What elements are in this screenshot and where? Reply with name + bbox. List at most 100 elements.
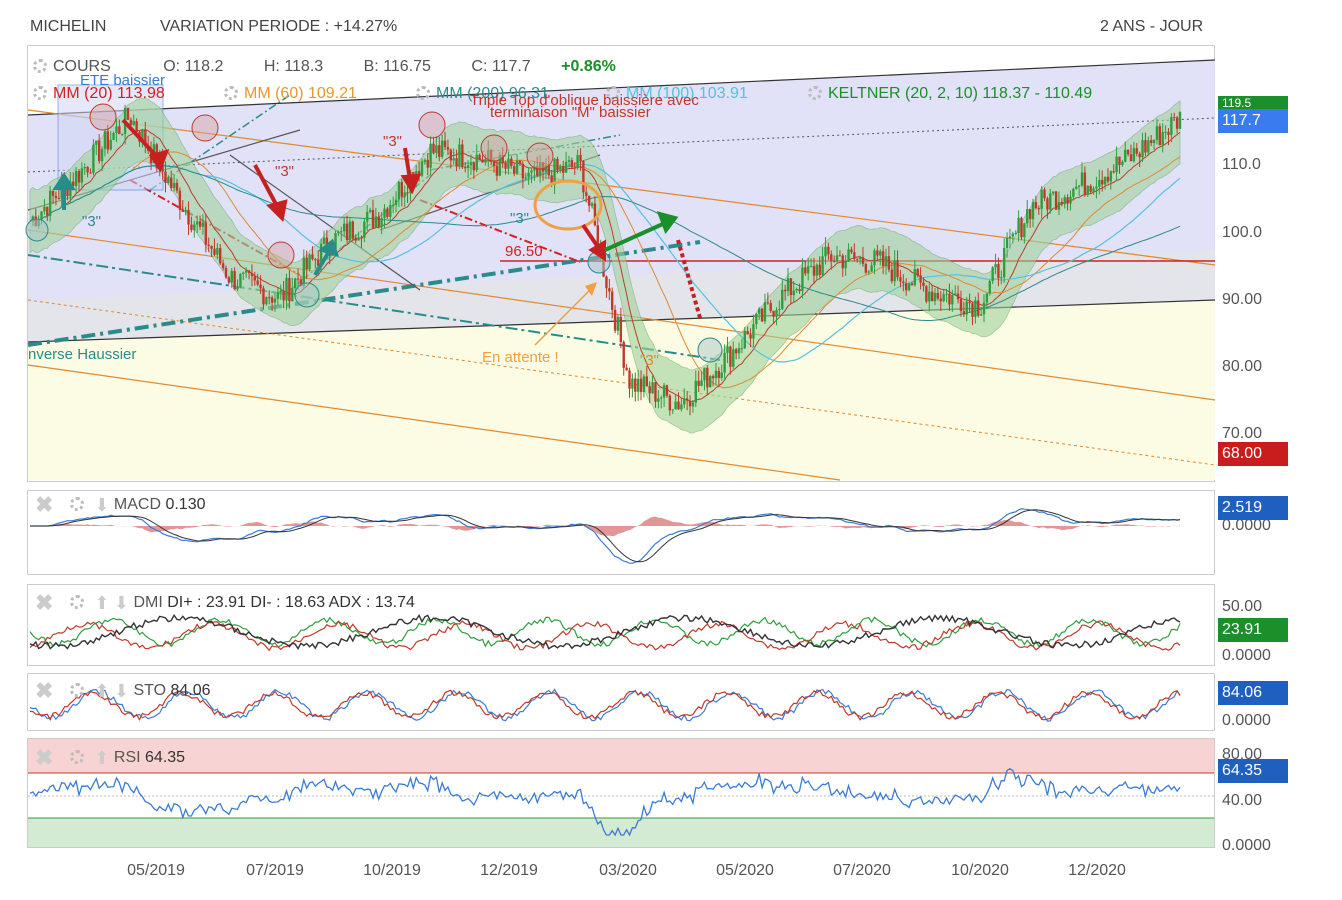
gear-icon[interactable] [69,750,84,764]
candle-body [227,277,231,283]
candle-body [1043,189,1046,199]
candle-body [389,205,392,217]
candle-body [1040,189,1043,209]
candle-body [757,308,761,314]
candle-body [484,159,487,163]
candle-body [478,154,481,160]
candle-body [781,289,784,309]
candle-body [809,266,813,268]
candle-body [135,120,138,132]
arrow-down-icon[interactable]: ⬇ [113,593,129,613]
candle-body [625,367,628,371]
candle-body [317,259,320,266]
gear-icon[interactable] [808,86,822,100]
candle-body [919,275,922,283]
candle-body [660,397,663,399]
candle-body [714,370,718,379]
candle-body [821,256,824,275]
candle-body [219,248,222,264]
gear-icon[interactable] [33,86,47,100]
candle-body [167,177,170,183]
candle-body [786,278,790,292]
candle-body [605,276,608,289]
candle-body [207,244,210,246]
close-icon[interactable]: ✖ [35,590,54,615]
candle-body [922,282,925,287]
arrow-up-icon[interactable]: ⬆ [94,748,110,768]
orange-circle [533,179,603,231]
arrow-up-icon[interactable]: ⬆ [94,593,110,613]
wait-label: En attente ! [482,349,559,366]
candle-body [830,254,833,261]
close-icon[interactable]: ✖ [35,678,54,703]
arrow-down-icon[interactable]: ⬇ [113,681,129,701]
candle-body [769,303,772,311]
candle-body [193,224,196,231]
candle-body [651,382,654,394]
candle-body [1103,176,1107,185]
x-label: 07/2020 [833,862,891,879]
candle-body [564,161,568,173]
gear-icon[interactable] [224,86,238,100]
candle-body [57,198,61,200]
rsi-line [29,768,1181,837]
gear-icon[interactable] [69,683,84,697]
top-circle [89,103,117,131]
candle-body [1020,217,1023,238]
gear-icon[interactable] [69,497,84,511]
header-variation: VARIATION PERIODE : +14.27% [160,18,398,35]
rsi-tick: 0.0000 [1222,837,1271,854]
candle-body [1115,156,1118,173]
candle-body [858,257,862,260]
candle-body [489,150,493,162]
three-label: "3" [383,133,402,150]
rsi-tag: 64.35 [1218,759,1288,783]
candle-body [1049,193,1052,210]
macd-signal-line [30,509,1180,563]
candle-body [452,158,455,161]
candle-body [466,165,470,169]
dmi-label: DMI [133,594,163,611]
candle-body [991,267,994,282]
candle-body [360,237,363,239]
gear-icon[interactable] [606,86,620,100]
header-period[interactable]: 2 ANS - JOUR [1100,18,1204,35]
candle-body [680,404,683,410]
candle-body [386,208,389,217]
candle-body [634,378,637,392]
candle-body [1075,186,1078,189]
gear-icon[interactable] [33,59,47,73]
candle-body [244,270,248,273]
candle-body [1173,117,1176,119]
candle-body [832,260,836,262]
candle-body [1155,126,1159,140]
candle-body [351,221,355,239]
arrow-down-icon[interactable]: ⬇ [94,495,110,515]
candle-body [928,291,931,302]
close-icon[interactable]: ✖ [35,492,54,517]
candle-body [1014,233,1017,235]
tag-top: 119.5 [1218,96,1288,110]
candle-body [1170,117,1173,136]
mm60-legend: MM (60) 109.21 [224,85,357,103]
candle-body [288,277,291,302]
adx-line [29,613,1181,650]
candle-body [279,290,282,292]
candle-body [962,311,966,315]
dmi-tag: 23.91 [1218,618,1288,642]
candle-body [1057,201,1061,210]
candle-body [755,313,758,325]
arrow-up-icon[interactable]: ⬆ [94,681,110,701]
gear-icon[interactable] [416,86,430,100]
gear-icon[interactable] [69,595,84,609]
candle-body [201,222,205,227]
candle-body [576,154,579,169]
sto-d-line [29,689,1181,721]
candle-body [144,129,147,146]
close-icon[interactable]: ✖ [35,745,54,770]
candle-body [1002,248,1006,278]
candle-body [902,281,905,284]
candle-body [835,255,839,262]
candle-body [1124,149,1127,162]
candle-body [674,401,677,410]
